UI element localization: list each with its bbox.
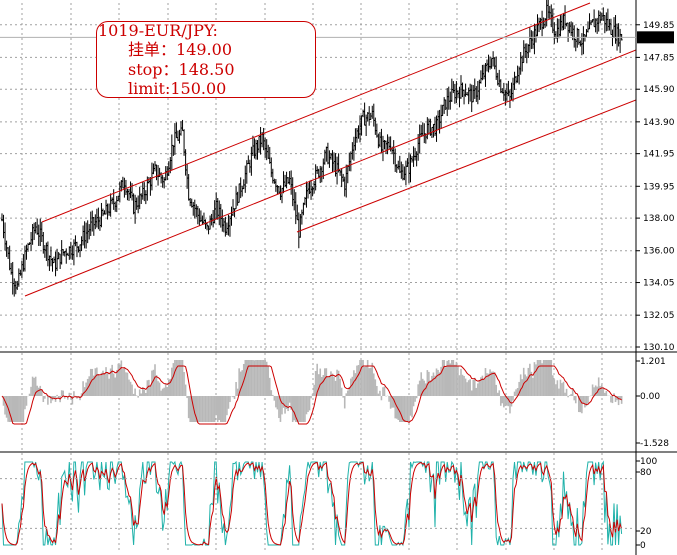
price-tick-label: 134.05 xyxy=(643,279,675,289)
stoch-d-line xyxy=(1,461,623,546)
macd-histogram xyxy=(2,360,623,422)
price-tick-label: 143.90 xyxy=(643,118,675,128)
trend-channels xyxy=(24,2,637,297)
stop-value: 148.50 xyxy=(178,60,235,79)
channel-middle xyxy=(24,49,637,297)
price-tick-label: 147.85 xyxy=(643,53,675,63)
stoch-tick-label: 20 xyxy=(640,527,652,537)
pending-row: 挂单：149.00 xyxy=(128,41,232,59)
limit-row: limit:150.00 xyxy=(128,80,226,98)
current-price-tag xyxy=(637,31,674,44)
stoch-tick-label: 80 xyxy=(640,468,652,478)
stoch-tick-label: 100 xyxy=(640,457,657,467)
limit-label: limit: xyxy=(128,79,171,98)
macd-tick-label: -1.528 xyxy=(640,439,669,449)
macd-signal-line xyxy=(1,365,622,425)
price-axis: 149.85 147.85 145.90 143.90 141.95 139.95 138.… xyxy=(636,21,675,353)
price-tick-label: 130.10 xyxy=(643,343,675,353)
macd-tick-label: 1.201 xyxy=(640,357,666,367)
price-tick-label: 138.00 xyxy=(643,214,675,224)
macd-tick-label: 0.00 xyxy=(640,392,660,402)
channel-lower xyxy=(296,99,637,233)
price-tick-label: 132.05 xyxy=(643,311,675,321)
pending-value: 149.00 xyxy=(176,40,232,59)
pending-label: 挂单： xyxy=(128,40,177,59)
stop-row: stop：148.50 xyxy=(128,61,235,79)
current-price-label: 149.08 xyxy=(641,33,673,43)
order-info-box xyxy=(96,21,316,98)
price-tick-label: 141.95 xyxy=(643,150,675,160)
stochastic-lines xyxy=(1,460,623,547)
channel-upper xyxy=(41,2,591,223)
price-tick-label: 136.00 xyxy=(643,247,675,257)
price-tick-label: 145.90 xyxy=(643,85,675,95)
stoch-tick-label: 0 xyxy=(640,541,646,551)
stoch-k-line xyxy=(1,460,623,547)
limit-value: 150.00 xyxy=(170,79,227,98)
macd-signal-path xyxy=(1,365,622,425)
stop-label: stop： xyxy=(128,60,179,79)
price-tick-label: 149.85 xyxy=(643,21,675,31)
order-title: 1019-EUR/JPY: xyxy=(98,21,218,40)
price-tick-label: 139.95 xyxy=(643,182,675,192)
macd-axis: 1.201 0.00 -1.528 xyxy=(636,357,669,449)
